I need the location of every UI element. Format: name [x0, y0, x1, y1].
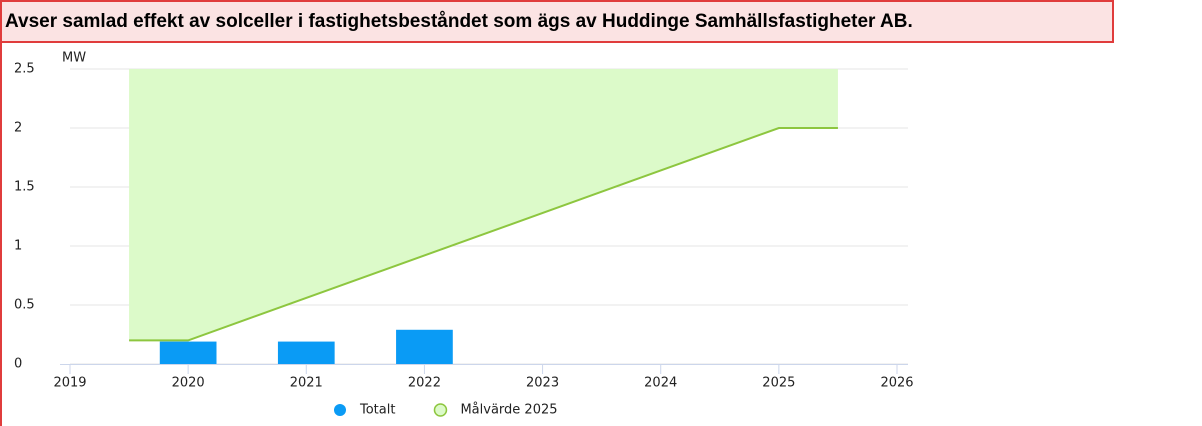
x-tick-label: 2025 — [762, 376, 795, 391]
frame-line — [0, 43, 2, 426]
x-tick-label: 2019 — [53, 376, 86, 391]
legend-symbol — [334, 404, 346, 416]
x-tick-label: 2024 — [644, 376, 677, 391]
x-tick-label: 2026 — [880, 376, 913, 391]
x-tick-label: 2021 — [290, 376, 323, 391]
y-tick-label: 2.5 — [14, 62, 35, 77]
title-bar: Avser samlad effekt av solceller i fasti… — [0, 0, 1114, 43]
bar — [159, 341, 217, 364]
x-tick-label: 2023 — [526, 376, 559, 391]
y-tick-label: 1 — [14, 239, 22, 254]
x-tick-label: 2020 — [172, 376, 205, 391]
legend-item — [334, 404, 346, 416]
legend-label: Totalt — [359, 403, 395, 418]
legend-label: Målvärde 2025 — [460, 403, 557, 418]
legend-symbol — [433, 403, 448, 417]
y-tick-label: 0.5 — [14, 298, 35, 313]
bar — [396, 329, 453, 364]
target-area — [129, 69, 838, 341]
y-tick-label: 1.5 — [14, 180, 35, 195]
y-tick-label: 0 — [14, 357, 22, 372]
target-line — [129, 127, 838, 342]
y-axis-label: MW — [62, 51, 86, 66]
bar — [277, 341, 335, 364]
x-tick-label: 2022 — [408, 376, 441, 391]
legend-item — [433, 403, 448, 417]
y-tick-label: 2 — [14, 121, 22, 136]
